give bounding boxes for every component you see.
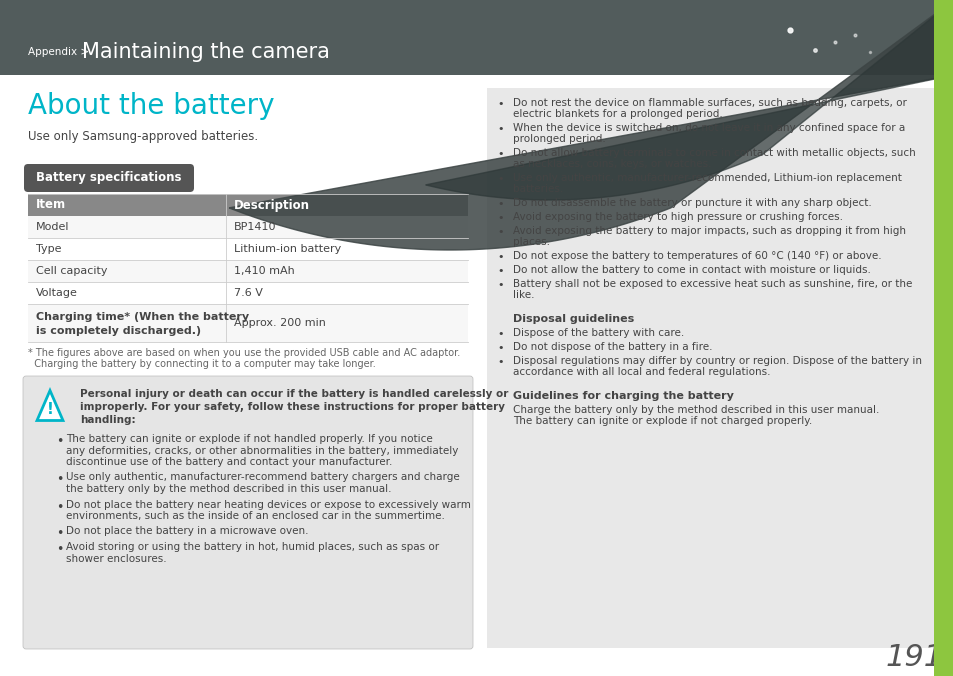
Text: •: • bbox=[497, 99, 503, 109]
Text: •: • bbox=[497, 213, 503, 223]
Text: Approx. 200 min: Approx. 200 min bbox=[233, 318, 326, 328]
Text: places.: places. bbox=[513, 237, 550, 247]
Text: 7.6 V: 7.6 V bbox=[233, 288, 263, 298]
Text: Use only Samsung-approved batteries.: Use only Samsung-approved batteries. bbox=[28, 130, 258, 143]
Text: accordance with all local and federal regulations.: accordance with all local and federal re… bbox=[513, 367, 770, 377]
Text: Guidelines for charging the battery: Guidelines for charging the battery bbox=[513, 391, 733, 401]
Text: Do not dispose of the battery in a fire.: Do not dispose of the battery in a fire. bbox=[513, 342, 712, 352]
Text: Do not expose the battery to temperatures of 60 °C (140 °F) or above.: Do not expose the battery to temperature… bbox=[513, 251, 881, 261]
Text: as necklaces, coins, keys, or watches.: as necklaces, coins, keys, or watches. bbox=[513, 159, 711, 169]
FancyBboxPatch shape bbox=[28, 260, 468, 282]
Text: the battery only by the method described in this user manual.: the battery only by the method described… bbox=[66, 484, 391, 494]
Text: handling:: handling: bbox=[80, 415, 135, 425]
Text: Charging time* (When the battery: Charging time* (When the battery bbox=[36, 312, 249, 322]
FancyBboxPatch shape bbox=[28, 304, 468, 342]
Text: Description: Description bbox=[233, 199, 310, 212]
FancyBboxPatch shape bbox=[0, 0, 953, 75]
Text: any deformities, cracks, or other abnormalities in the battery, immediately: any deformities, cracks, or other abnorm… bbox=[66, 445, 457, 456]
Text: Use only authentic, manufacturer-recommended, Lithium-ion replacement: Use only authentic, manufacturer-recomme… bbox=[513, 173, 901, 183]
Text: Dispose of the battery with care.: Dispose of the battery with care. bbox=[513, 328, 683, 338]
Text: Model: Model bbox=[36, 222, 70, 232]
Text: Battery specifications: Battery specifications bbox=[36, 172, 182, 185]
Text: Personal injury or death can occur if the battery is handled carelessly or: Personal injury or death can occur if th… bbox=[80, 389, 508, 399]
FancyBboxPatch shape bbox=[28, 194, 468, 216]
Text: !: ! bbox=[47, 402, 53, 418]
Text: Item: Item bbox=[36, 199, 66, 212]
Text: Appendix >: Appendix > bbox=[28, 47, 89, 57]
Text: •: • bbox=[497, 199, 503, 209]
Text: •: • bbox=[497, 266, 503, 276]
Text: * The figures above are based on when you use the provided USB cable and AC adap: * The figures above are based on when yo… bbox=[28, 348, 459, 358]
Text: About the battery: About the battery bbox=[28, 92, 274, 120]
Text: •: • bbox=[56, 500, 63, 514]
Text: is completely discharged.): is completely discharged.) bbox=[36, 326, 201, 336]
Text: Disposal guidelines: Disposal guidelines bbox=[513, 314, 634, 324]
Text: The battery can ignite or explode if not charged properly.: The battery can ignite or explode if not… bbox=[513, 416, 811, 426]
Text: Do not place the battery in a microwave oven.: Do not place the battery in a microwave … bbox=[66, 527, 308, 537]
Text: Maintaining the camera: Maintaining the camera bbox=[82, 42, 330, 62]
Text: Charging the battery by connecting it to a computer may take longer.: Charging the battery by connecting it to… bbox=[28, 359, 375, 369]
Text: Avoid exposing the battery to major impacts, such as dropping it from high: Avoid exposing the battery to major impa… bbox=[513, 226, 905, 236]
Text: When the device is switched on, do not leave it in any confined space for a: When the device is switched on, do not l… bbox=[513, 123, 904, 133]
FancyBboxPatch shape bbox=[486, 88, 933, 648]
Text: 191: 191 bbox=[885, 644, 943, 673]
Text: Cell capacity: Cell capacity bbox=[36, 266, 108, 276]
Text: •: • bbox=[56, 543, 63, 556]
Text: •: • bbox=[497, 124, 503, 134]
Text: •: • bbox=[497, 343, 503, 353]
Text: Avoid storing or using the battery in hot, humid places, such as spas or: Avoid storing or using the battery in ho… bbox=[66, 542, 438, 552]
Text: •: • bbox=[56, 527, 63, 541]
FancyBboxPatch shape bbox=[23, 376, 473, 649]
FancyBboxPatch shape bbox=[24, 164, 193, 192]
Text: environments, such as the inside of an enclosed car in the summertime.: environments, such as the inside of an e… bbox=[66, 511, 444, 521]
Text: batteries.: batteries. bbox=[513, 184, 562, 194]
Text: electric blankets for a prolonged period.: electric blankets for a prolonged period… bbox=[513, 109, 722, 119]
Text: Charge the battery only by the method described in this user manual.: Charge the battery only by the method de… bbox=[513, 405, 879, 415]
Text: Voltage: Voltage bbox=[36, 288, 78, 298]
Text: Battery shall not be exposed to excessive heat such as sunshine, fire, or the: Battery shall not be exposed to excessiv… bbox=[513, 279, 911, 289]
Text: •: • bbox=[497, 357, 503, 367]
Text: •: • bbox=[56, 435, 63, 448]
Text: Type: Type bbox=[36, 244, 61, 254]
Text: prolonged period.: prolonged period. bbox=[513, 134, 605, 144]
Text: •: • bbox=[56, 473, 63, 487]
Text: Do not place the battery near heating devices or expose to excessively warm: Do not place the battery near heating de… bbox=[66, 500, 471, 510]
Text: improperly. For your safety, follow these instructions for proper battery: improperly. For your safety, follow thes… bbox=[80, 402, 504, 412]
Text: Do not disassemble the battery or puncture it with any sharp object.: Do not disassemble the battery or punctu… bbox=[513, 198, 871, 208]
FancyBboxPatch shape bbox=[28, 216, 468, 238]
Text: BP1410: BP1410 bbox=[233, 222, 276, 232]
Text: The battery can ignite or explode if not handled properly. If you notice: The battery can ignite or explode if not… bbox=[66, 434, 433, 444]
Text: Lithium-ion battery: Lithium-ion battery bbox=[233, 244, 341, 254]
FancyBboxPatch shape bbox=[933, 0, 953, 676]
Text: •: • bbox=[497, 280, 503, 290]
Text: Do not allow the battery to come in contact with moisture or liquids.: Do not allow the battery to come in cont… bbox=[513, 265, 870, 275]
FancyBboxPatch shape bbox=[28, 238, 468, 260]
Text: •: • bbox=[497, 149, 503, 159]
Text: like.: like. bbox=[513, 290, 534, 300]
Text: •: • bbox=[497, 252, 503, 262]
Text: Disposal regulations may differ by country or region. Dispose of the battery in: Disposal regulations may differ by count… bbox=[513, 356, 921, 366]
Text: 1,410 mAh: 1,410 mAh bbox=[233, 266, 294, 276]
Text: Do not rest the device on flammable surfaces, such as bedding, carpets, or: Do not rest the device on flammable surf… bbox=[513, 98, 906, 108]
Text: Do not allow battery terminals to come in contact with metallic objects, such: Do not allow battery terminals to come i… bbox=[513, 148, 915, 158]
Text: •: • bbox=[497, 329, 503, 339]
FancyBboxPatch shape bbox=[28, 282, 468, 304]
Text: Use only authentic, manufacturer-recommend battery chargers and charge: Use only authentic, manufacturer-recomme… bbox=[66, 473, 459, 483]
Text: Avoid exposing the battery to high pressure or crushing forces.: Avoid exposing the battery to high press… bbox=[513, 212, 842, 222]
Text: discontinue use of the battery and contact your manufacturer.: discontinue use of the battery and conta… bbox=[66, 457, 392, 467]
Text: shower enclosures.: shower enclosures. bbox=[66, 554, 167, 564]
Text: •: • bbox=[497, 227, 503, 237]
Text: •: • bbox=[497, 174, 503, 184]
Polygon shape bbox=[229, 0, 953, 250]
Polygon shape bbox=[425, 0, 953, 200]
Polygon shape bbox=[37, 391, 63, 420]
